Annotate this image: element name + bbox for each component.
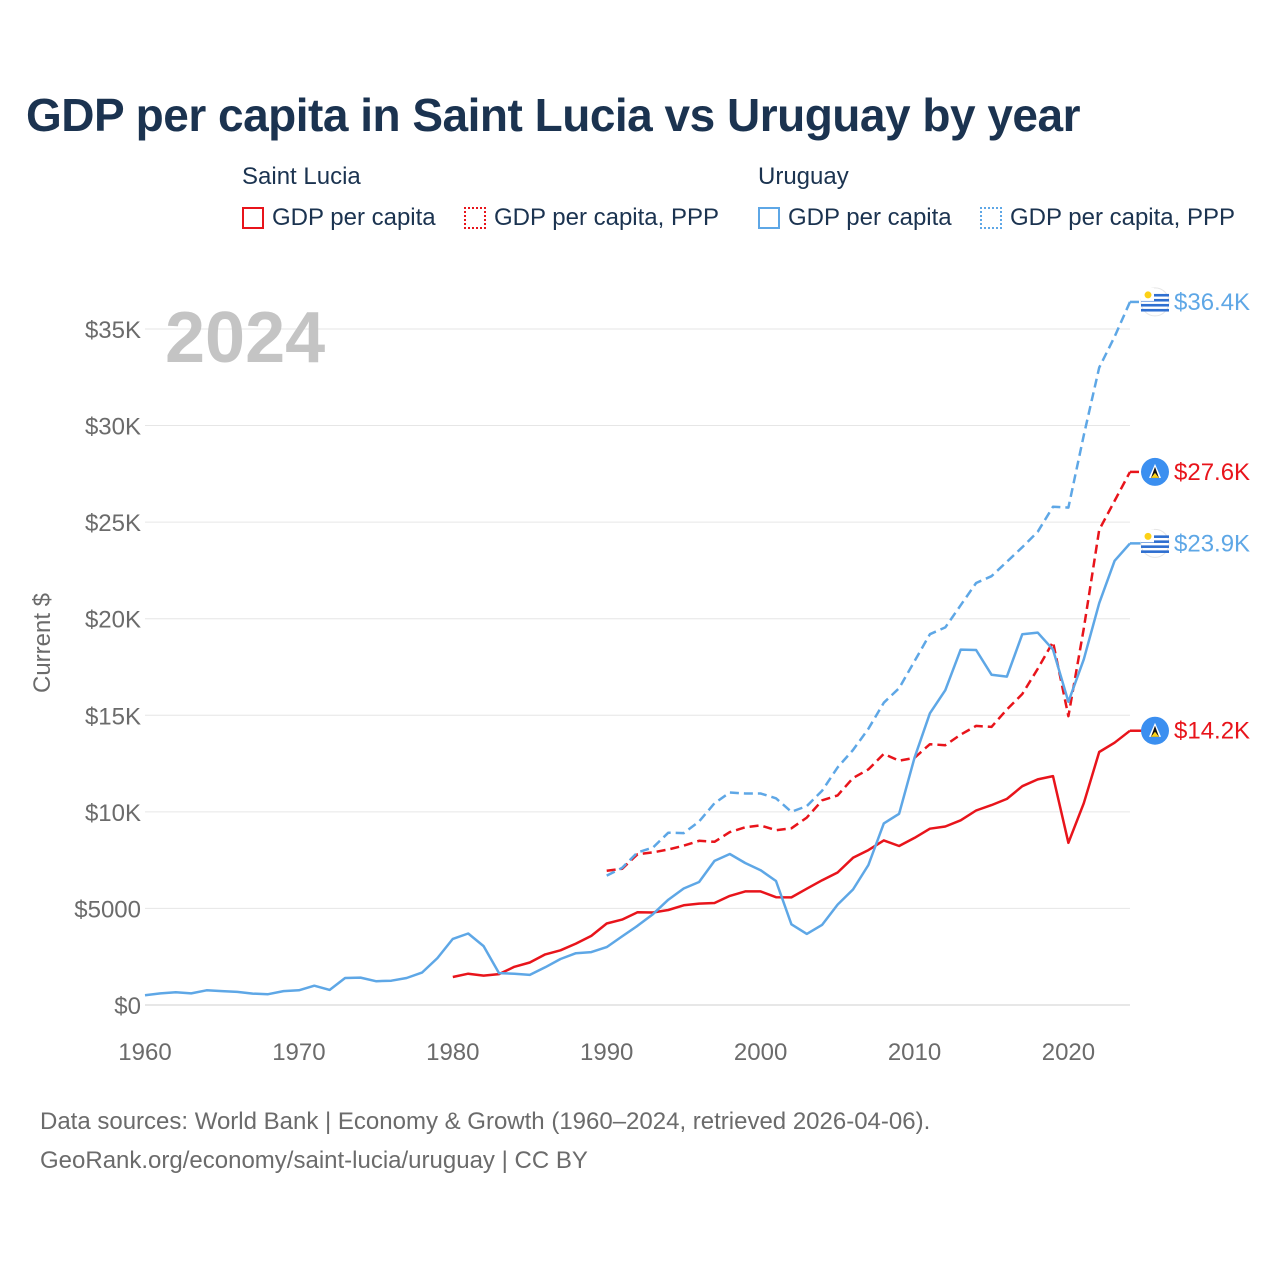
legend-item-label: GDP per capita, PPP: [1010, 204, 1235, 231]
legend-swatch-solid-red: [242, 207, 264, 229]
legend-item-saint-lucia-gdp[interactable]: GDP per capita: [242, 203, 436, 233]
saint-lucia-flag-icon: [1141, 716, 1169, 745]
flag-triangle-yellow: [1151, 472, 1159, 478]
y-tick-label: $30K: [85, 414, 141, 441]
page-title: GDP per capita in Saint Lucia vs Uruguay…: [26, 89, 1080, 141]
x-tick-label: 1960: [118, 1039, 171, 1066]
x-tick-label: 1980: [426, 1039, 479, 1066]
y-tick-label: $35K: [85, 317, 141, 344]
series-line-3: [606, 301, 1132, 877]
uruguay-flag-icon: [1140, 287, 1170, 317]
flag-triangle-yellow: [1151, 731, 1159, 737]
legend-swatch-dotted-red: [464, 207, 486, 229]
y-tick-label: $10K: [85, 800, 141, 827]
flag-stripe: [1141, 293, 1169, 297]
flag-triangle-white: [1149, 722, 1161, 737]
x-tick-label: 2010: [888, 1039, 941, 1066]
legend-item-saint-lucia-gdp-ppp[interactable]: GDP per capita, PPP: [464, 203, 719, 233]
flag-stripe: [1141, 535, 1169, 538]
flag-sun: [1144, 532, 1152, 540]
series-line-2: [144, 542, 1131, 997]
legend-item-label: GDP per capita: [272, 204, 436, 231]
saint-lucia-flag-icon: [1141, 457, 1169, 486]
flag-stripe: [1141, 545, 1169, 548]
y-tick-label: $15K: [85, 703, 141, 730]
x-tick-label: 2020: [1042, 1039, 1095, 1066]
legend-swatch-dotted-blue: [980, 207, 1002, 229]
legend-group-saint-lucia: Saint Lucia: [242, 163, 361, 190]
uruguay-flag-icon: [1140, 528, 1170, 558]
source-line-2[interactable]: GeoRank.org/economy/saint-lucia/uruguay …: [40, 1147, 588, 1174]
y-tick-label: $5000: [74, 896, 141, 923]
legend-item-uruguay-gdp[interactable]: GDP per capita: [758, 203, 952, 233]
endlabel-layer: $14.2K $27.6K $23.9K $36.4K: [1130, 287, 1250, 745]
flag-canton: [1141, 529, 1154, 543]
x-tick-label: 1990: [580, 1039, 633, 1066]
flag-disc: [1140, 528, 1170, 558]
flag-triangle-black: [1151, 725, 1159, 737]
end-value-label-0: $14.2K: [1174, 718, 1250, 745]
flag-triangle-black: [1151, 466, 1159, 478]
y-tick-label: $20K: [85, 607, 141, 634]
x-tick-label: 1970: [272, 1039, 325, 1066]
y-axis-label: Current $: [29, 593, 56, 693]
end-value-label-1: $27.6K: [1174, 459, 1250, 486]
y-tick-label: $0: [114, 993, 141, 1020]
flag-sun: [1144, 291, 1152, 299]
flag-disc: [1141, 457, 1169, 486]
y-tick-label: $25K: [85, 510, 141, 537]
x-tick-label: 2000: [734, 1039, 787, 1066]
flag-disc: [1140, 287, 1170, 317]
legend-swatch-solid-blue: [758, 207, 780, 229]
flag-disc: [1141, 716, 1169, 745]
flag-stripe: [1141, 303, 1169, 307]
series-line-0: [452, 729, 1131, 979]
grid-layer: [145, 328, 1130, 1006]
legend-item-label: GDP per capita: [788, 204, 952, 231]
end-value-label-3: $36.4K: [1174, 289, 1250, 316]
legend-item-uruguay-gdp-ppp[interactable]: GDP per capita, PPP: [980, 203, 1235, 233]
axis-layer: $0 $5000 $10K $15K $20K $25K $30K $35K 1960 1970 1…: [74, 317, 1095, 1066]
series-layer: [144, 301, 1132, 997]
series-line-1: [606, 471, 1132, 873]
source-line-1: Data sources: World Bank | Economy & Gro…: [40, 1108, 931, 1135]
flag-stripe: [1141, 550, 1169, 553]
flag-canton: [1141, 287, 1154, 301]
flag-stripe: [1141, 298, 1169, 302]
year-watermark: 2024: [165, 298, 325, 378]
legend-item-label: GDP per capita, PPP: [494, 204, 719, 231]
flag-stripe: [1141, 540, 1169, 543]
end-value-label-2: $23.9K: [1174, 530, 1250, 557]
flag-triangle-white: [1149, 463, 1161, 478]
legend-group-uruguay: Uruguay: [758, 163, 849, 190]
flag-stripe: [1141, 308, 1169, 312]
